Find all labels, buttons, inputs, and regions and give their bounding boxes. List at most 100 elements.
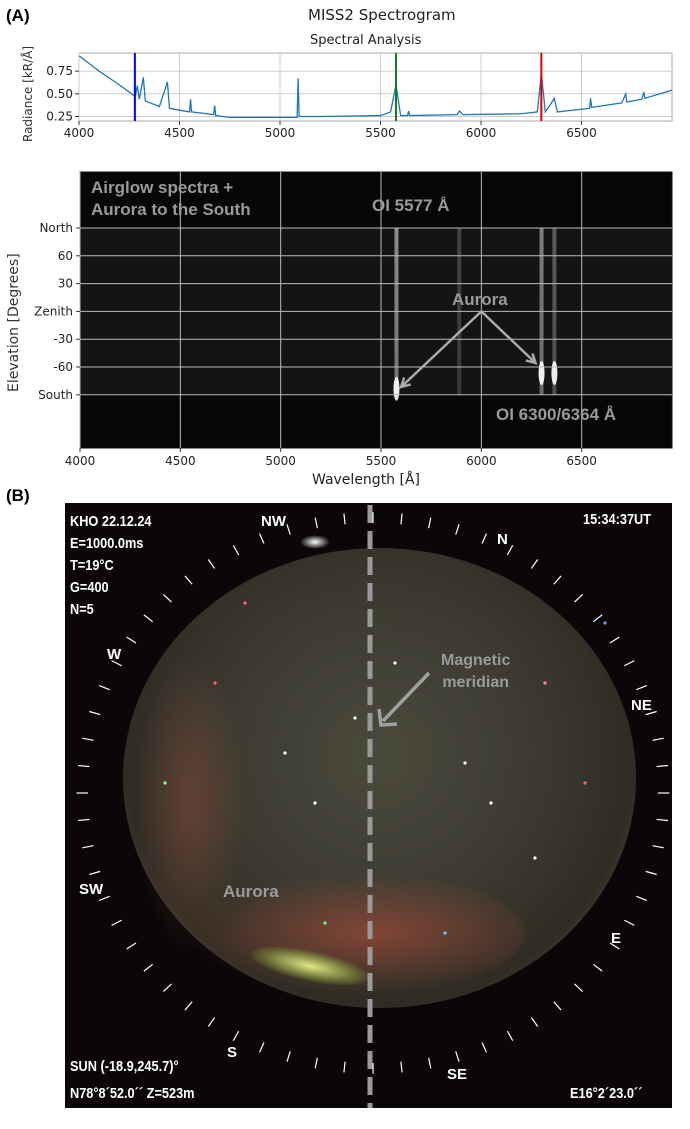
compass-tick — [126, 636, 137, 644]
compass-tick — [506, 545, 514, 556]
direction-w: W — [107, 646, 122, 663]
compass-tick — [530, 559, 539, 569]
x-tick-label: 6500 — [566, 126, 597, 140]
direction-sw: SW — [79, 881, 104, 898]
magnetic-meridian-label: Magnetic meridian — [441, 650, 510, 694]
compass-tick — [656, 818, 669, 822]
star — [603, 621, 607, 625]
star — [213, 681, 217, 685]
star — [243, 601, 247, 605]
compass-tick — [126, 942, 137, 950]
spectrogram-plot: 4000 4500 5000 5500 6000 6500 North 60 30 Zenith -… — [34, 171, 673, 468]
station-longitude: E16°2´23.0´´ — [570, 1085, 643, 1102]
y-tick-label: 0.25 — [46, 109, 73, 123]
compass-tick — [111, 660, 122, 667]
aurora-emission-spot — [551, 361, 558, 385]
y-tick-label: -60 — [53, 360, 73, 374]
compass-tick — [624, 660, 635, 667]
direction-se: SE — [447, 1066, 468, 1083]
star — [489, 801, 493, 805]
compass-tick — [207, 1017, 216, 1027]
compass-tick — [89, 710, 101, 716]
aurora-emission-spot — [538, 361, 545, 385]
compass-tick — [184, 1001, 193, 1011]
x-tick-label: 4500 — [165, 454, 196, 468]
compass-tick — [163, 983, 172, 992]
compass-tick — [574, 594, 583, 603]
y-tick-label: North — [39, 221, 73, 235]
meridian-arrow — [381, 671, 431, 723]
y-tick-label: Zenith — [34, 304, 73, 318]
compass-tick — [506, 1030, 514, 1041]
compass-tick — [481, 533, 487, 544]
meridian-arrowhead — [377, 708, 398, 727]
compass-tick — [98, 684, 110, 691]
compass-tick — [77, 818, 90, 822]
compass-tick — [624, 919, 635, 926]
compass-tick — [207, 559, 216, 569]
compass-tick — [286, 1051, 291, 1062]
compass-tick — [553, 1001, 562, 1011]
x-tick-label: 5000 — [265, 454, 296, 468]
compass-tick — [143, 614, 154, 623]
compass-tick — [574, 983, 583, 992]
star — [543, 681, 547, 685]
aurora-arrow — [400, 310, 483, 388]
compass-tick — [314, 1057, 318, 1069]
magnetic-meridian-line: meridian — [442, 674, 510, 691]
oi-5577-label: OI 5577 Å — [372, 196, 450, 215]
compass-tick — [232, 1030, 240, 1041]
airglow-annotation-line: Airglow spectra + — [91, 178, 234, 197]
aurora-arrow — [480, 310, 537, 364]
aurora-spectrum-label: Aurora — [452, 290, 508, 309]
x-tick-label: 4000 — [64, 126, 95, 140]
compass-tick — [82, 845, 94, 849]
oi-6300-label: OI 6300/6364 Å — [496, 405, 617, 424]
compass-tick — [343, 1061, 346, 1073]
star — [583, 781, 587, 785]
y-tick-label: -30 — [53, 332, 73, 346]
capture-info: KHO 22.12.24 E=1000.0ms T=19°C G=400 N=5 — [70, 511, 152, 621]
sun-position: SUN (-18.9,245.7)° — [70, 1058, 179, 1075]
compass-tick — [259, 1042, 265, 1053]
x-tick-label: 5500 — [365, 126, 396, 140]
chart-title: MISS2 Spectrogram — [308, 6, 456, 24]
compass-tick — [455, 524, 460, 535]
y-tick-label: 0.50 — [46, 87, 73, 101]
compass-tick — [89, 870, 101, 876]
star — [533, 856, 537, 860]
y-tick-label: South — [38, 388, 73, 402]
frame-count: N=5 — [70, 601, 94, 618]
y-tick-label: 60 — [58, 249, 73, 263]
direction-ne: NE — [631, 697, 652, 714]
compass-tick — [645, 710, 657, 716]
compass-tick — [143, 963, 154, 972]
magnetic-meridian-line: Magnetic — [441, 652, 511, 669]
compass-tick — [232, 545, 240, 556]
compass-tick — [77, 764, 90, 768]
y-tick-label: 0.75 — [46, 64, 73, 78]
compass-tick — [400, 513, 403, 525]
compass-tick — [481, 1042, 487, 1053]
compass-tick — [652, 737, 664, 741]
star — [443, 931, 447, 935]
compass-tick — [184, 575, 193, 585]
x-tick-label: 6500 — [566, 454, 597, 468]
y-tick-label: 30 — [58, 277, 73, 291]
compass-tick — [286, 524, 291, 535]
compass-tick — [111, 919, 122, 926]
compass-overlay — [76, 505, 670, 1108]
compass-tick — [530, 1017, 539, 1027]
compass-tick — [98, 895, 110, 902]
aurora-emission-spot — [393, 376, 400, 401]
aurora-arrowhead — [399, 377, 412, 389]
red-glow-west — [135, 653, 245, 953]
compass-tick — [656, 764, 669, 768]
allsky-image: KHO 22.12.24 E=1000.0ms T=19°C G=400 N=5… — [65, 503, 672, 1108]
aurora-arrowhead — [525, 353, 538, 365]
star — [163, 781, 167, 785]
star — [393, 661, 397, 665]
star — [323, 921, 327, 925]
compass-tick — [428, 1057, 432, 1069]
